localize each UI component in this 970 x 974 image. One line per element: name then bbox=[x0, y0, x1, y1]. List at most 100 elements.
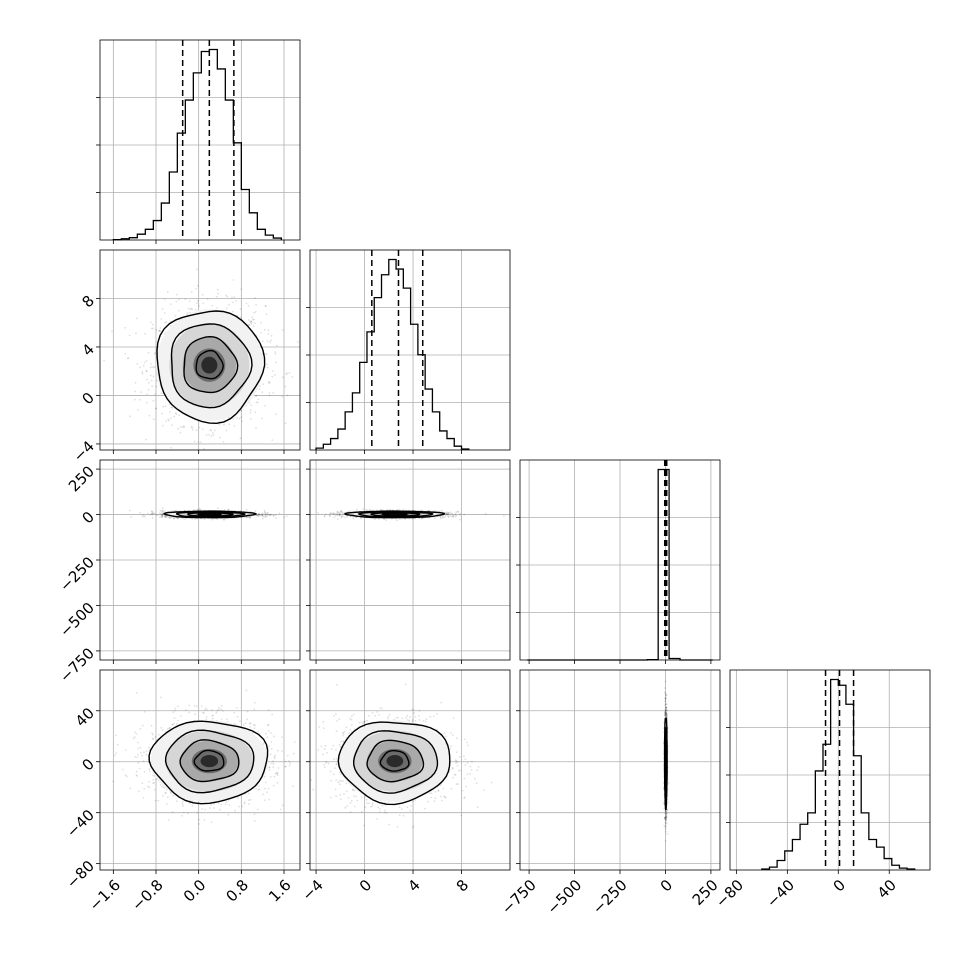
scatter-point bbox=[275, 353, 277, 355]
scatter-point bbox=[346, 516, 348, 518]
scatter-point bbox=[440, 518, 442, 520]
scatter-point bbox=[459, 513, 461, 515]
scatter-point bbox=[152, 324, 154, 326]
scatter-point bbox=[374, 518, 376, 520]
scatter-point bbox=[137, 409, 139, 411]
scatter-point bbox=[182, 426, 184, 428]
scatter-point bbox=[233, 279, 235, 281]
scatter-point bbox=[267, 340, 269, 342]
scatter-point bbox=[161, 510, 163, 512]
scatter-point bbox=[180, 432, 182, 434]
scatter-point bbox=[153, 376, 155, 378]
scatter-point bbox=[446, 513, 448, 515]
scatter-point bbox=[197, 300, 199, 302]
scatter-point bbox=[191, 426, 193, 428]
scatter-point bbox=[337, 518, 339, 520]
scatter-point bbox=[170, 417, 172, 419]
scatter-point bbox=[176, 301, 178, 303]
scatter-point bbox=[129, 335, 131, 337]
scatter-point bbox=[125, 353, 127, 355]
scatter-point bbox=[207, 298, 209, 300]
scatter-point bbox=[180, 426, 182, 428]
scatter-point bbox=[452, 515, 454, 517]
scatter-point bbox=[200, 441, 202, 443]
scatter-point bbox=[264, 513, 266, 515]
scatter-point bbox=[282, 376, 284, 378]
scatter-point bbox=[150, 375, 152, 377]
scatter-point bbox=[146, 393, 148, 395]
scatter-point bbox=[135, 382, 137, 384]
scatter-point bbox=[261, 418, 263, 420]
scatter-point bbox=[255, 311, 257, 313]
scatter-point bbox=[146, 402, 148, 404]
scatter-point bbox=[155, 407, 157, 409]
scatter-point bbox=[136, 363, 138, 365]
scatter-point bbox=[267, 367, 269, 369]
scatter-point bbox=[151, 366, 153, 368]
scatter-point bbox=[198, 305, 200, 307]
scatter-point bbox=[260, 332, 262, 334]
density-content bbox=[112, 669, 320, 825]
scatter-point bbox=[219, 437, 221, 439]
scatter-point bbox=[160, 327, 162, 329]
density-fill bbox=[201, 357, 217, 374]
scatter-point bbox=[155, 329, 157, 331]
scatter-point bbox=[266, 313, 268, 315]
density-panel-0-2 bbox=[96, 460, 300, 664]
scatter-point bbox=[343, 515, 345, 517]
scatter-point bbox=[265, 305, 267, 307]
scatter-point bbox=[199, 427, 201, 429]
scatter-point bbox=[202, 303, 204, 305]
scatter-point bbox=[228, 423, 230, 425]
scatter-point bbox=[448, 516, 450, 518]
scatter-point bbox=[255, 395, 257, 397]
scatter-point bbox=[139, 512, 141, 514]
scatter-point bbox=[196, 456, 198, 458]
scatter-point bbox=[141, 515, 143, 517]
density-content bbox=[129, 507, 288, 520]
scatter-point bbox=[274, 374, 276, 376]
scatter-point bbox=[260, 322, 262, 324]
scatter-point bbox=[155, 514, 157, 516]
scatter-point bbox=[450, 513, 452, 515]
scatter-point bbox=[402, 509, 404, 511]
scatter-point bbox=[192, 482, 194, 484]
scatter-point bbox=[283, 516, 285, 518]
scatter-point bbox=[264, 329, 266, 331]
scatter-point bbox=[259, 385, 261, 387]
scatter-point bbox=[262, 518, 264, 520]
scatter-point bbox=[143, 365, 145, 367]
scatter-point bbox=[183, 425, 185, 427]
scatter-point bbox=[275, 362, 277, 364]
scatter-point bbox=[246, 509, 248, 511]
scatter-point bbox=[249, 321, 251, 323]
scatter-point bbox=[152, 328, 154, 330]
scatter-point bbox=[267, 514, 269, 516]
scatter-point bbox=[258, 513, 260, 515]
scatter-point bbox=[180, 464, 182, 466]
scatter-point bbox=[140, 391, 142, 393]
scatter-point bbox=[286, 515, 288, 517]
scatter-point bbox=[191, 291, 193, 293]
scatter-point bbox=[223, 441, 225, 443]
scatter-point bbox=[216, 296, 218, 298]
scatter-point bbox=[269, 395, 271, 397]
scatter-point bbox=[199, 509, 201, 511]
scatter-point bbox=[189, 308, 191, 310]
scatter-point bbox=[485, 513, 487, 515]
scatter-point bbox=[234, 296, 236, 298]
scatter-point bbox=[259, 388, 261, 390]
scatter-point bbox=[268, 333, 270, 335]
scatter-point bbox=[253, 325, 255, 327]
histogram-panel-0 bbox=[96, 40, 300, 244]
scatter-point bbox=[149, 415, 151, 417]
scatter-point bbox=[276, 345, 278, 347]
histogram-frame-0 bbox=[100, 40, 300, 240]
scatter-point bbox=[153, 418, 155, 420]
scatter-point bbox=[261, 391, 263, 393]
scatter-point bbox=[218, 424, 220, 426]
scatter-point bbox=[175, 412, 177, 414]
scatter-point bbox=[256, 402, 258, 404]
